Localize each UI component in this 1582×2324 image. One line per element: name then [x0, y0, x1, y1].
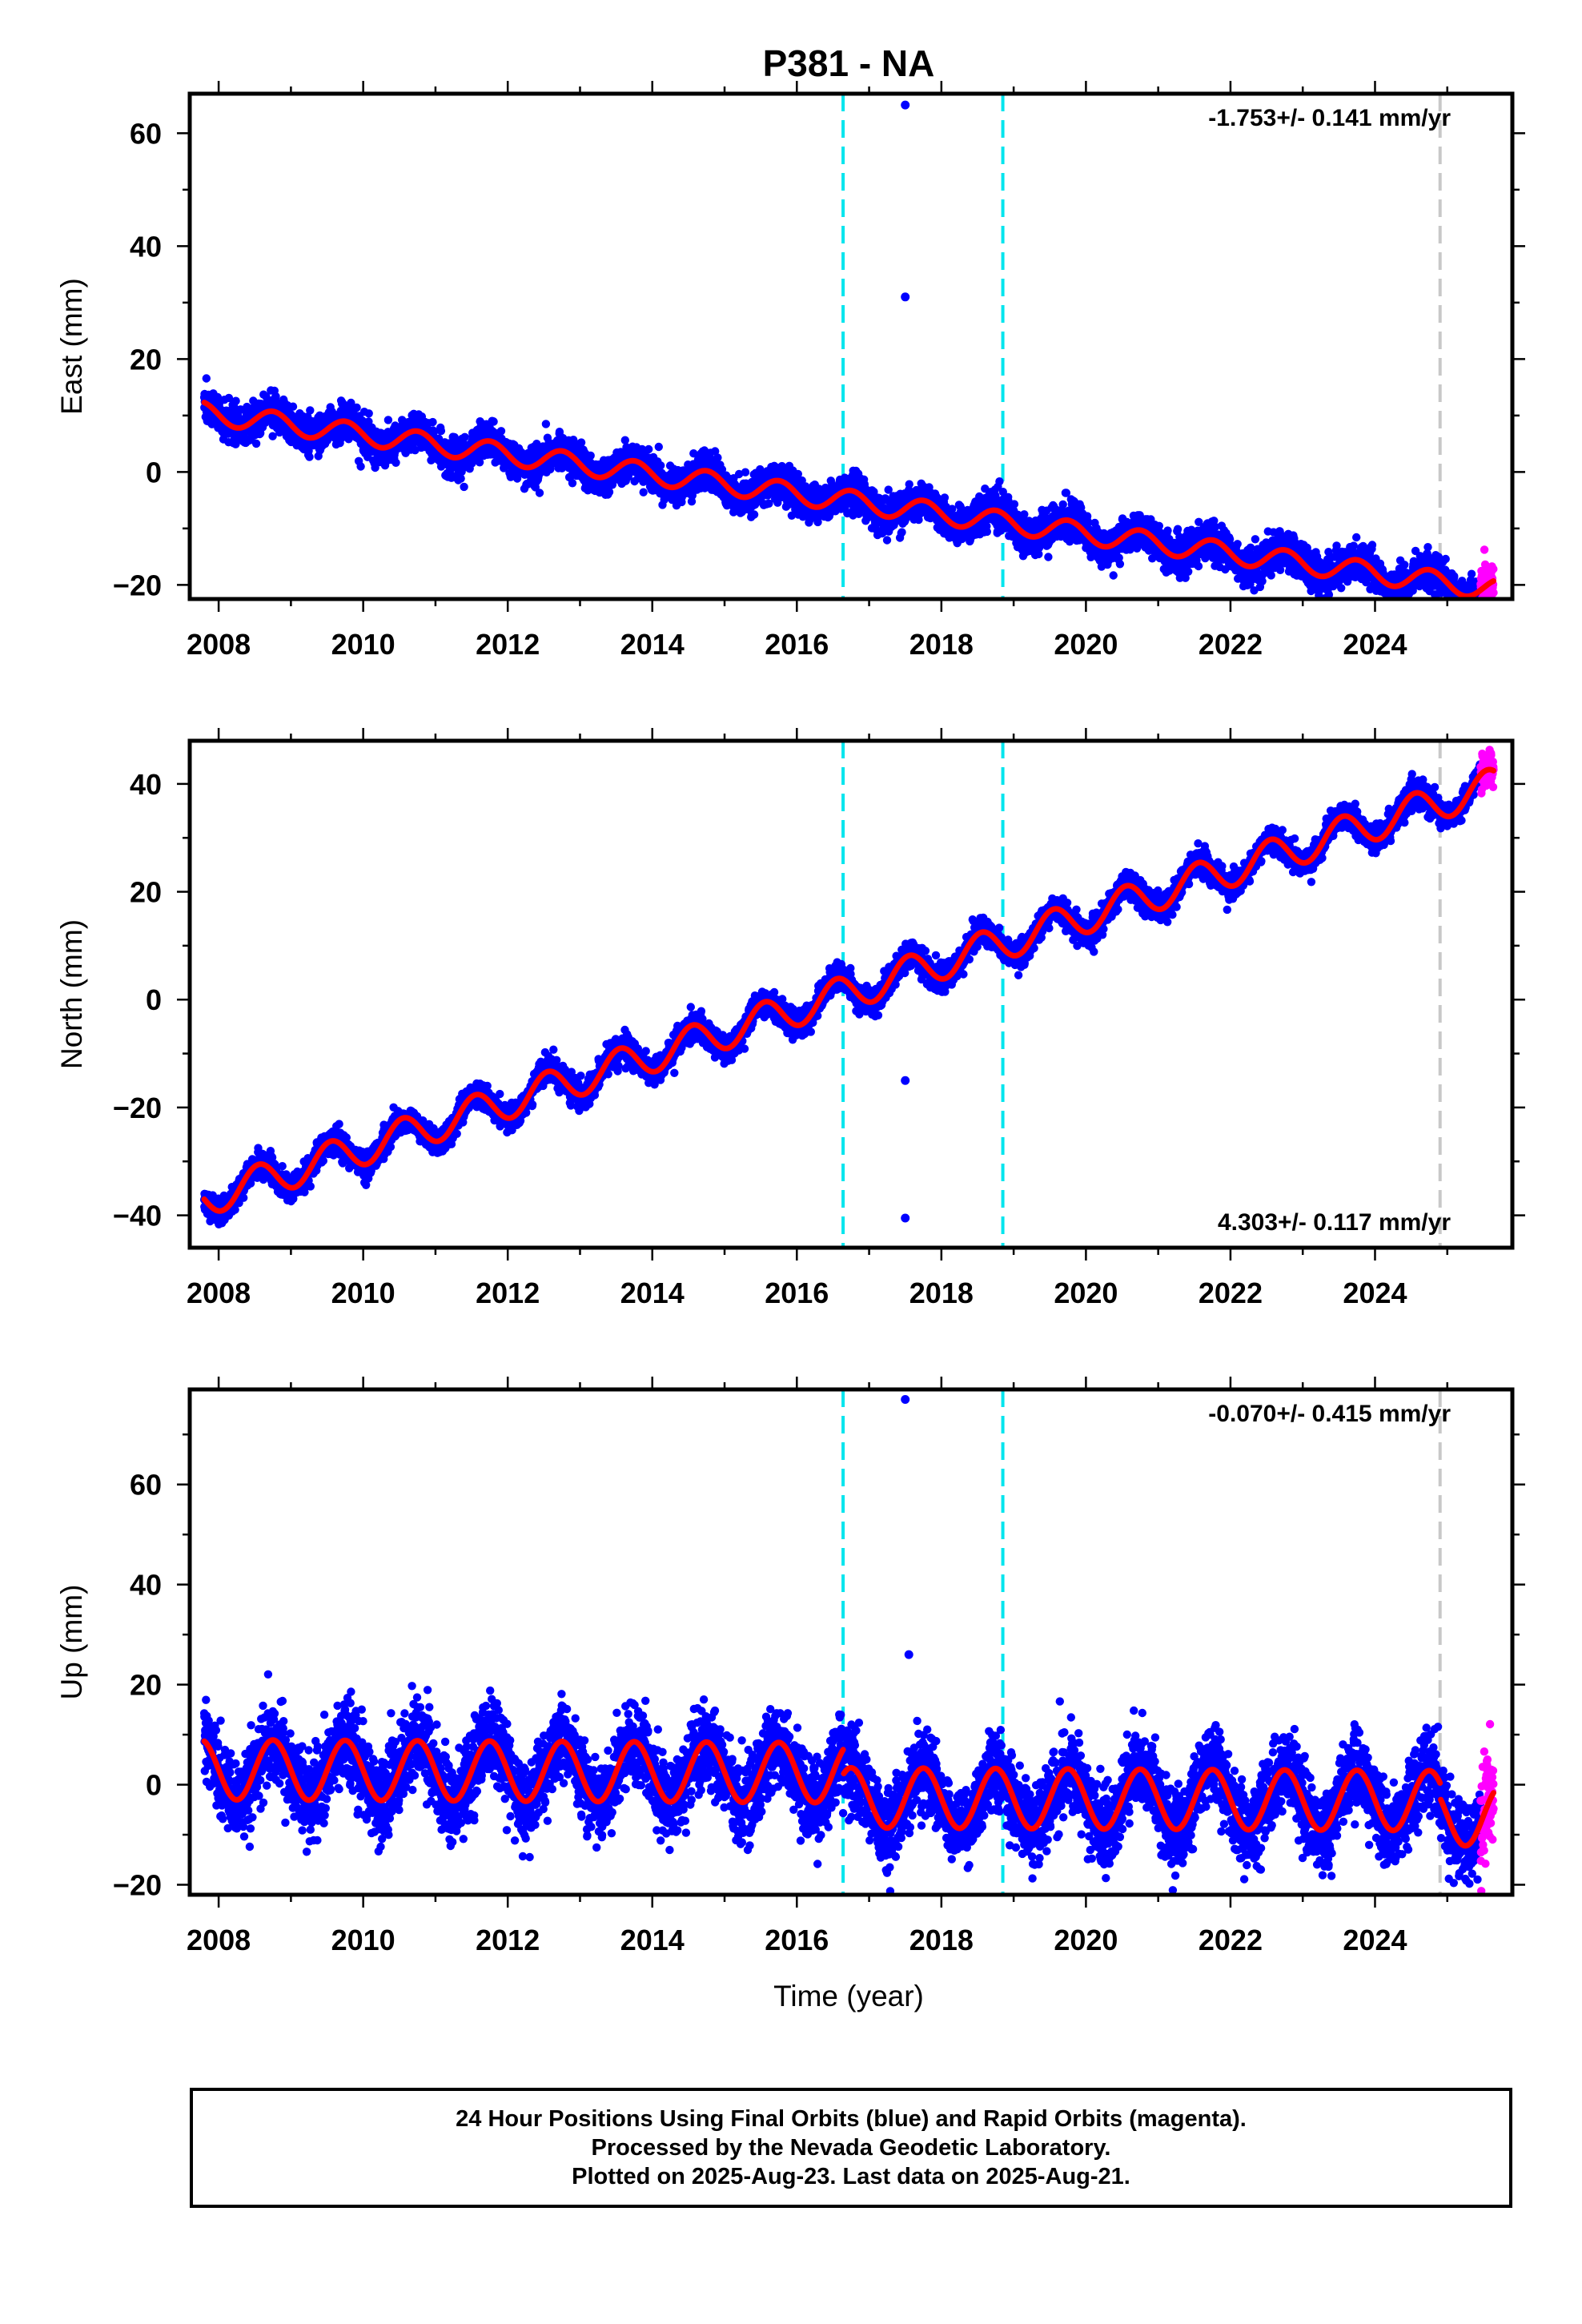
chart-title: P381 - NA	[763, 42, 935, 84]
final-orbit-point	[897, 528, 906, 537]
final-orbit-point	[940, 493, 950, 502]
final-orbit-point	[1058, 500, 1067, 509]
final-orbit-point	[456, 474, 465, 483]
final-orbit-point	[741, 468, 750, 476]
final-orbit-point	[268, 432, 277, 440]
final-orbit-point	[460, 482, 468, 492]
final-orbit-point	[428, 417, 437, 427]
final-orbit-point	[654, 442, 663, 452]
final-orbit-point	[224, 393, 234, 403]
final-orbit-point	[1109, 571, 1118, 580]
final-orbit-point	[356, 462, 365, 471]
final-orbit-point	[391, 458, 400, 467]
final-orbit-point	[305, 452, 314, 461]
final-orbit-point	[202, 374, 211, 383]
final-orbit-point	[576, 438, 586, 447]
final-orbit-point	[604, 488, 614, 497]
final-orbit-point	[905, 480, 913, 489]
plot-area-east	[199, 94, 1498, 599]
final-orbit-point	[436, 426, 446, 436]
final-orbit-point	[364, 409, 373, 418]
final-orbit-point	[383, 416, 393, 424]
final-orbit-point	[1115, 560, 1125, 569]
final-orbit-point	[288, 402, 298, 411]
final-orbit-point	[429, 428, 439, 436]
final-orbit-point	[306, 406, 315, 415]
final-orbit-point	[995, 477, 1004, 486]
final-orbit-point	[1163, 526, 1172, 535]
final-orbit-point	[535, 489, 544, 497]
final-orbit-point	[271, 392, 280, 401]
final-orbit-point	[713, 453, 722, 462]
final-orbit-point	[489, 417, 498, 426]
final-orbit-point	[982, 527, 992, 537]
final-orbit-point	[1184, 567, 1193, 576]
final-orbit-point	[1010, 500, 1019, 509]
final-orbit-point	[541, 420, 551, 428]
final-orbit-point	[644, 444, 653, 454]
final-orbit-point	[586, 451, 595, 460]
final-orbit-point	[344, 434, 353, 443]
final-orbit-point	[460, 432, 469, 441]
final-orbit-point	[1173, 525, 1182, 533]
final-orbit-point	[1044, 553, 1053, 561]
final-orbit-point	[749, 510, 759, 519]
final-orbit-point	[304, 446, 313, 456]
final-orbit-point	[352, 403, 361, 412]
final-orbit-point	[231, 396, 240, 405]
final-orbit-point	[236, 405, 245, 414]
final-orbit-point	[882, 536, 892, 545]
final-orbit-point	[620, 436, 629, 444]
final-orbit-point	[639, 488, 648, 497]
daily-points-east	[199, 100, 1498, 599]
final-orbit-point	[656, 461, 665, 470]
final-orbit-point	[496, 427, 506, 436]
final-orbit-point	[251, 439, 261, 448]
panel-east: 2008 2010 2012 2014 2016 2018 2020 2022 2024−200…	[55, 81, 1525, 661]
final-orbit-point	[568, 479, 577, 488]
panels: 2008 2010 2012 2014 2016 2018 2020 2022 2024−200…	[55, 81, 1525, 1956]
